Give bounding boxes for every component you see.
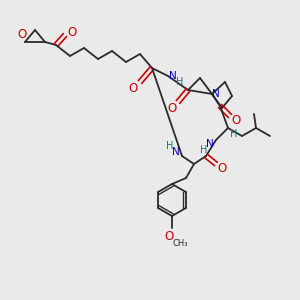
Text: O: O	[164, 230, 174, 242]
Text: O: O	[167, 101, 177, 115]
Text: N: N	[206, 139, 214, 149]
Text: O: O	[218, 161, 226, 175]
Text: H: H	[200, 145, 208, 155]
Text: O: O	[17, 28, 27, 41]
Text: O: O	[231, 113, 241, 127]
Text: N: N	[172, 147, 180, 157]
Text: N: N	[169, 71, 177, 81]
Text: O: O	[68, 26, 76, 38]
Text: N: N	[212, 89, 220, 99]
Text: CH₃: CH₃	[172, 239, 188, 248]
Text: H: H	[230, 129, 238, 139]
Text: H: H	[166, 141, 174, 151]
Text: O: O	[128, 82, 138, 94]
Text: H: H	[176, 77, 184, 87]
